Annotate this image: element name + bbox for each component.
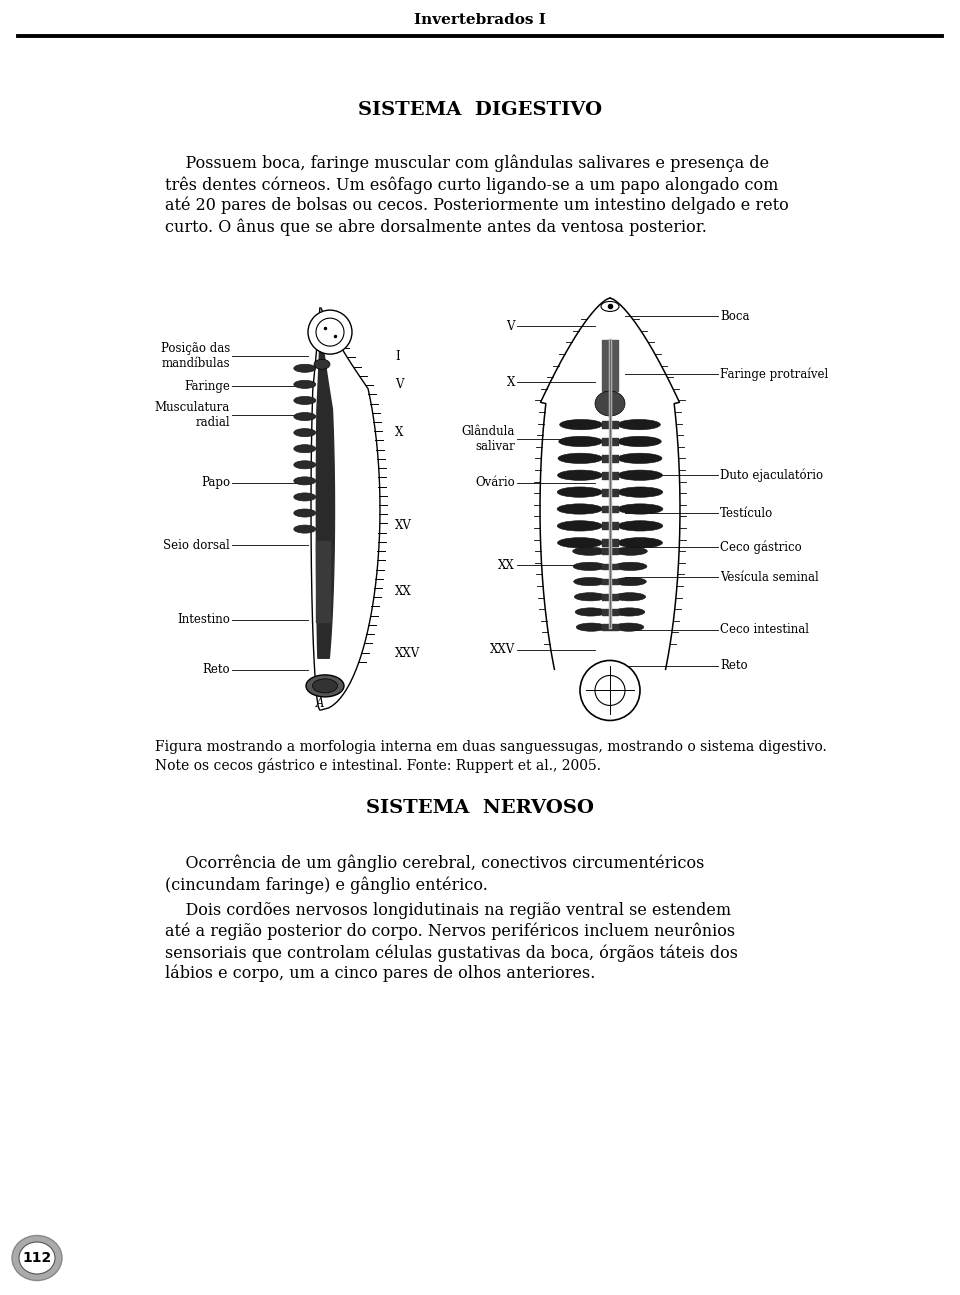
Text: SISTEMA  DIGESTIVO: SISTEMA DIGESTIVO	[358, 101, 602, 119]
Text: Papo: Papo	[201, 477, 230, 490]
Text: X: X	[395, 426, 403, 439]
Ellipse shape	[12, 1235, 62, 1281]
Ellipse shape	[560, 420, 603, 430]
Ellipse shape	[313, 679, 338, 693]
Ellipse shape	[557, 504, 603, 514]
Ellipse shape	[557, 521, 603, 531]
Ellipse shape	[617, 453, 662, 464]
Text: Ceco intestinal: Ceco intestinal	[720, 623, 809, 636]
Text: Figura mostrando a morfologia interna em duas sanguessugas, mostrando o sistema : Figura mostrando a morfologia interna em…	[155, 739, 827, 754]
Ellipse shape	[613, 607, 645, 616]
Ellipse shape	[558, 537, 603, 548]
Ellipse shape	[574, 593, 606, 601]
Text: Ceco gástrico: Ceco gástrico	[720, 540, 802, 554]
Text: Possuem boca, faringe muscular com glândulas salivares e presença de: Possuem boca, faringe muscular com glând…	[165, 155, 769, 172]
Ellipse shape	[294, 477, 316, 484]
Text: X: X	[507, 376, 515, 388]
Text: Faringe protraível: Faringe protraível	[720, 368, 828, 381]
Ellipse shape	[294, 444, 316, 453]
Ellipse shape	[595, 391, 625, 416]
Text: Ovário: Ovário	[475, 477, 515, 490]
Text: XX: XX	[395, 585, 412, 598]
Text: Faringe: Faringe	[184, 379, 230, 392]
Ellipse shape	[294, 381, 316, 388]
Ellipse shape	[294, 429, 316, 436]
Text: XXV: XXV	[395, 648, 420, 660]
Ellipse shape	[294, 413, 316, 421]
Text: I: I	[395, 350, 399, 363]
Text: lábios e corpo, um a cinco pares de olhos anteriores.: lábios e corpo, um a cinco pares de olho…	[165, 965, 595, 983]
Text: A: A	[316, 698, 324, 711]
Text: Intestino: Intestino	[178, 613, 230, 625]
Ellipse shape	[294, 524, 316, 534]
Ellipse shape	[617, 436, 661, 447]
Text: Duto ejaculatório: Duto ejaculatório	[720, 467, 823, 482]
Ellipse shape	[558, 470, 603, 480]
Ellipse shape	[557, 487, 603, 497]
Ellipse shape	[294, 509, 316, 517]
Ellipse shape	[617, 470, 662, 480]
Text: (cincundam faringe) e gânglio entérico.: (cincundam faringe) e gânglio entérico.	[165, 875, 488, 894]
Text: XX: XX	[498, 558, 515, 572]
Text: Reto: Reto	[720, 659, 748, 672]
Ellipse shape	[573, 546, 606, 556]
Ellipse shape	[19, 1242, 55, 1274]
Ellipse shape	[601, 302, 619, 311]
Ellipse shape	[558, 453, 603, 464]
Text: Posição das
mandíbulas: Posição das mandíbulas	[160, 342, 230, 370]
Text: Ocorrência de um gânglio cerebral, conectivos circumentéricos: Ocorrência de um gânglio cerebral, conec…	[165, 855, 705, 873]
Text: V: V	[507, 320, 515, 333]
Text: Note os cecos gástrico e intestinal. Fonte: Ruppert et al., 2005.: Note os cecos gástrico e intestinal. Fon…	[155, 758, 601, 773]
Text: Musculatura
radial: Musculatura radial	[155, 400, 230, 429]
Text: Testículo: Testículo	[720, 506, 773, 519]
Ellipse shape	[614, 578, 646, 585]
Text: até 20 pares de bolsas ou cecos. Posteriormente um intestino delgado e reto: até 20 pares de bolsas ou cecos. Posteri…	[165, 197, 789, 215]
Ellipse shape	[573, 562, 606, 571]
Ellipse shape	[614, 546, 647, 556]
Ellipse shape	[294, 493, 316, 501]
Ellipse shape	[294, 364, 316, 373]
Text: V: V	[395, 378, 403, 391]
Ellipse shape	[617, 537, 662, 548]
Ellipse shape	[576, 623, 607, 631]
Text: Boca: Boca	[720, 310, 750, 322]
Circle shape	[308, 310, 352, 354]
Text: Invertebrados I: Invertebrados I	[414, 13, 546, 27]
Text: Vesícula seminal: Vesícula seminal	[720, 571, 819, 584]
Ellipse shape	[617, 420, 660, 430]
Ellipse shape	[617, 487, 662, 497]
Ellipse shape	[574, 578, 606, 585]
Ellipse shape	[613, 623, 644, 631]
Text: B: B	[606, 698, 614, 711]
Text: XV: XV	[395, 518, 412, 531]
Ellipse shape	[617, 521, 662, 531]
Text: Reto: Reto	[203, 663, 230, 676]
Ellipse shape	[314, 359, 330, 369]
Text: sensoriais que controlam células gustativas da boca, órgãos táteis dos: sensoriais que controlam células gustati…	[165, 944, 738, 961]
Ellipse shape	[575, 607, 606, 616]
Text: curto. O ânus que se abre dorsalmente antes da ventosa posterior.: curto. O ânus que se abre dorsalmente an…	[165, 218, 707, 236]
Ellipse shape	[306, 675, 344, 697]
Text: Dois cordões nervosos longidutinais na região ventral se estendem: Dois cordões nervosos longidutinais na r…	[165, 903, 732, 919]
Ellipse shape	[614, 562, 647, 571]
Text: SISTEMA  NERVOSO: SISTEMA NERVOSO	[366, 799, 594, 817]
Text: até a região posterior do corpo. Nervos periféricos incluem neurônios: até a região posterior do corpo. Nervos …	[165, 923, 735, 940]
Text: Glândula
salivar: Glândula salivar	[462, 425, 515, 453]
Ellipse shape	[617, 504, 663, 514]
Ellipse shape	[294, 461, 316, 469]
Text: Seio dorsal: Seio dorsal	[163, 539, 230, 552]
Text: três dentes córneos. Um esôfago curto ligando-se a um papo alongado com: três dentes córneos. Um esôfago curto li…	[165, 176, 779, 193]
Circle shape	[580, 660, 640, 720]
Ellipse shape	[614, 593, 646, 601]
Text: 112: 112	[22, 1251, 52, 1265]
Text: XXV: XXV	[490, 644, 515, 657]
Ellipse shape	[559, 436, 603, 447]
Ellipse shape	[294, 396, 316, 404]
